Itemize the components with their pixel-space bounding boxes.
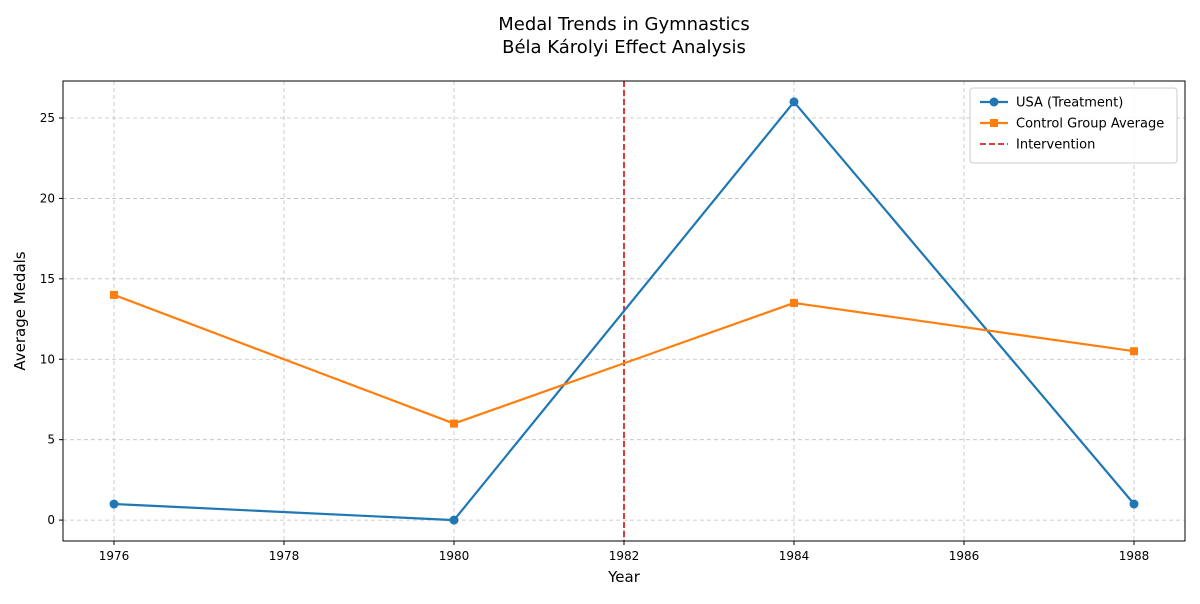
legend-marker — [990, 119, 998, 127]
y-tick-label: 25 — [40, 111, 55, 125]
series-1-point — [449, 515, 459, 525]
series-1-point — [1129, 499, 1139, 509]
legend-entry-label: USA (Treatment) — [1016, 96, 1123, 111]
x-axis-label: Year — [607, 568, 641, 586]
x-tick-label: 1988 — [1119, 549, 1150, 563]
y-tick-label: 10 — [40, 352, 55, 366]
x-tick-label: 1982 — [609, 549, 640, 563]
legend-entry-label: Intervention — [1016, 138, 1095, 153]
legend: USA (Treatment) Control Group Average Inte… — [969, 87, 1178, 164]
series-2-point — [110, 290, 118, 299]
series-1-point — [109, 499, 119, 509]
x-tick-label: 1984 — [779, 549, 810, 563]
axis-ticks: 1976 1978 1980 1982 1984 1986 1988 0 5 10 15 20 25 — [40, 111, 1150, 563]
legend-marker — [989, 97, 999, 107]
x-tick-label: 1978 — [269, 549, 300, 563]
legend-entry-label: Control Group Average — [1016, 117, 1164, 132]
y-tick-label: 15 — [40, 272, 55, 286]
x-tick-label: 1986 — [949, 549, 980, 563]
series-2-point — [450, 419, 458, 428]
chart-subtitle: Béla Károlyi Effect Analysis — [502, 37, 746, 58]
series-2-point — [1130, 347, 1138, 356]
y-tick-label: 20 — [40, 191, 55, 205]
y-tick-label: 0 — [47, 513, 55, 527]
legend-box — [969, 87, 1178, 164]
series-line-2 — [113, 293, 1135, 425]
y-tick-label: 5 — [47, 433, 55, 447]
series-line-1 — [113, 100, 1135, 522]
x-tick-label: 1976 — [99, 549, 130, 563]
series-2-point — [790, 298, 798, 307]
chart-title: Medal Trends in Gymnastics — [498, 14, 750, 35]
series-1-point — [789, 97, 799, 107]
y-axis-label: Average Medals — [11, 251, 29, 370]
series-lines — [109, 97, 1139, 525]
x-tick-label: 1980 — [439, 549, 470, 563]
